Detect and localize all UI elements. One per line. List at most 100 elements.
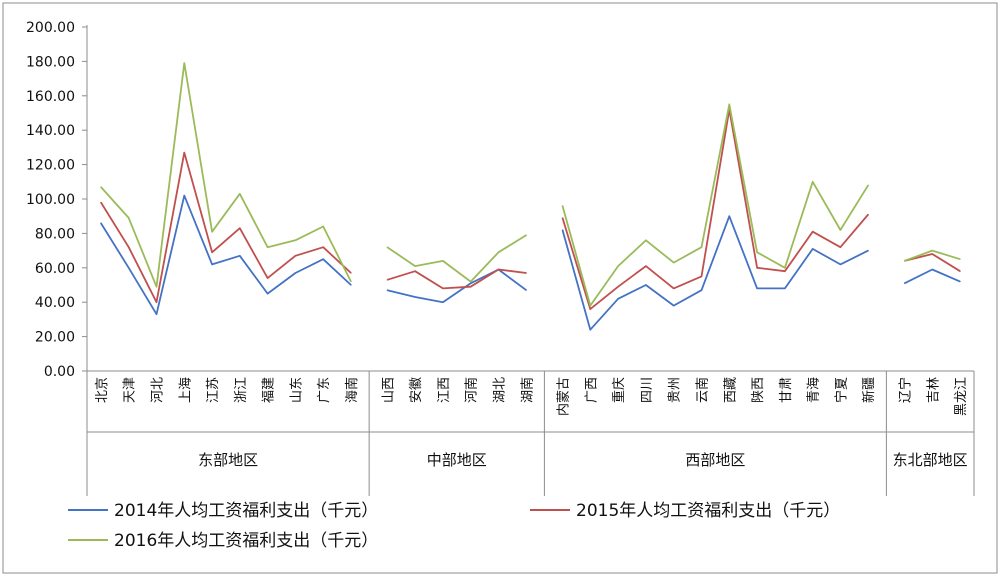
data-point bbox=[812, 181, 814, 183]
data-point bbox=[645, 265, 647, 267]
series-lines bbox=[100, 62, 961, 331]
data-point bbox=[700, 275, 703, 277]
data-point bbox=[239, 193, 241, 195]
series-line-segment bbox=[386, 234, 527, 283]
data-point bbox=[812, 248, 814, 250]
series-3 bbox=[100, 62, 961, 307]
data-point bbox=[294, 255, 297, 257]
data-point bbox=[183, 151, 185, 154]
data-point bbox=[322, 258, 324, 260]
data-point bbox=[903, 282, 906, 284]
data-point bbox=[617, 265, 619, 267]
data-point bbox=[155, 301, 158, 303]
legend-item: 2016年人均工资福利支出（千元） bbox=[68, 531, 378, 551]
data-point bbox=[784, 287, 786, 290]
legend-label: 2014年人均工资福利支出（千元） bbox=[114, 501, 378, 521]
series-line-segment bbox=[100, 151, 352, 304]
series-line-segment bbox=[387, 268, 527, 290]
data-point bbox=[100, 186, 102, 188]
data-point bbox=[470, 282, 472, 284]
data-point bbox=[128, 246, 130, 248]
data-point bbox=[903, 260, 906, 262]
data-point bbox=[700, 246, 703, 248]
data-point bbox=[728, 215, 730, 217]
data-point bbox=[497, 251, 500, 253]
data-point bbox=[128, 267, 130, 269]
x-tick-label: 广西 bbox=[584, 377, 599, 403]
x-tick-label: 新疆 bbox=[861, 377, 877, 403]
legend: 2014年人均工资福利支出（千元） 2015年人均工资福利支出（千元） 2016年人… bbox=[68, 501, 840, 551]
x-tick-label: 上海 bbox=[178, 377, 193, 403]
data-point bbox=[239, 227, 241, 229]
data-point bbox=[673, 287, 675, 290]
data-point bbox=[155, 313, 158, 315]
data-point bbox=[239, 255, 241, 257]
data-point bbox=[839, 246, 842, 248]
x-tick-label: 西藏 bbox=[723, 377, 738, 403]
y-tick-label: 80.00 bbox=[35, 226, 75, 242]
y-tick-label: 140.00 bbox=[26, 123, 75, 139]
x-tick-label: 江西 bbox=[437, 377, 452, 403]
data-point bbox=[350, 284, 352, 286]
x-tick-label: 河南 bbox=[464, 377, 480, 403]
data-point bbox=[155, 286, 158, 288]
data-point bbox=[589, 329, 591, 331]
data-point bbox=[561, 217, 564, 219]
data-point bbox=[784, 270, 786, 272]
series-line-segment bbox=[561, 108, 869, 311]
data-point bbox=[442, 287, 444, 290]
data-point bbox=[756, 251, 758, 253]
data-point bbox=[386, 289, 388, 291]
data-point bbox=[442, 301, 444, 303]
data-point bbox=[470, 286, 472, 288]
x-tick-label: 山西 bbox=[381, 377, 396, 403]
x-axis: 北京 天津 河北 上海 江苏 浙江 福建 山东 广东 海南 山西 安徽 江西 河南 湖北 湖南 内蒙古 广西 重庆四… bbox=[86, 370, 975, 496]
x-tick-label: 河北 bbox=[150, 377, 165, 403]
y-tick-label: 0.00 bbox=[44, 364, 75, 380]
x-tick-label: 安徽 bbox=[409, 377, 424, 403]
data-point bbox=[959, 270, 961, 272]
data-point bbox=[867, 250, 869, 252]
series-2 bbox=[100, 108, 961, 311]
data-point bbox=[673, 262, 675, 264]
data-point bbox=[839, 263, 842, 265]
data-point bbox=[414, 265, 416, 267]
series-line-segment bbox=[387, 268, 527, 304]
data-point bbox=[673, 305, 675, 307]
data-point bbox=[561, 229, 564, 231]
data-point bbox=[386, 279, 388, 281]
x-tick-label: 甘肃 bbox=[779, 377, 794, 403]
data-point bbox=[728, 103, 730, 105]
x-tick-label: 辽宁 bbox=[898, 377, 914, 403]
y-axis: 0.00 20.00 40.00 60.00 80.00 100.00 120.00 140.… bbox=[26, 20, 88, 380]
data-point bbox=[561, 205, 564, 207]
data-point bbox=[211, 251, 213, 253]
x-tick-label: 浙江 bbox=[234, 377, 249, 403]
data-point bbox=[931, 250, 933, 252]
series-line-segment bbox=[100, 62, 352, 288]
data-point bbox=[839, 229, 842, 231]
data-point bbox=[617, 286, 619, 288]
data-point bbox=[589, 305, 591, 307]
data-point bbox=[183, 194, 185, 197]
y-tick-label: 40.00 bbox=[35, 295, 75, 311]
y-tick-label: 60.00 bbox=[35, 261, 75, 277]
x-tick-label: 北京 bbox=[95, 377, 110, 403]
data-point bbox=[959, 258, 961, 260]
data-point bbox=[211, 231, 213, 233]
series-line-segment bbox=[100, 194, 352, 316]
data-point bbox=[867, 213, 869, 216]
data-point bbox=[617, 298, 619, 300]
legend-label: 2016年人均工资福利支出（千元） bbox=[114, 531, 378, 551]
data-point bbox=[350, 272, 352, 274]
x-tick-label: 天津 bbox=[123, 377, 138, 403]
y-tick-label: 20.00 bbox=[35, 330, 75, 346]
x-tick-label: 云南 bbox=[694, 377, 710, 403]
x-tick-label: 内蒙古 bbox=[556, 377, 572, 416]
data-point bbox=[756, 267, 758, 269]
series-line-segment bbox=[561, 215, 869, 331]
data-point bbox=[386, 246, 388, 248]
series-line-segment bbox=[561, 103, 869, 307]
